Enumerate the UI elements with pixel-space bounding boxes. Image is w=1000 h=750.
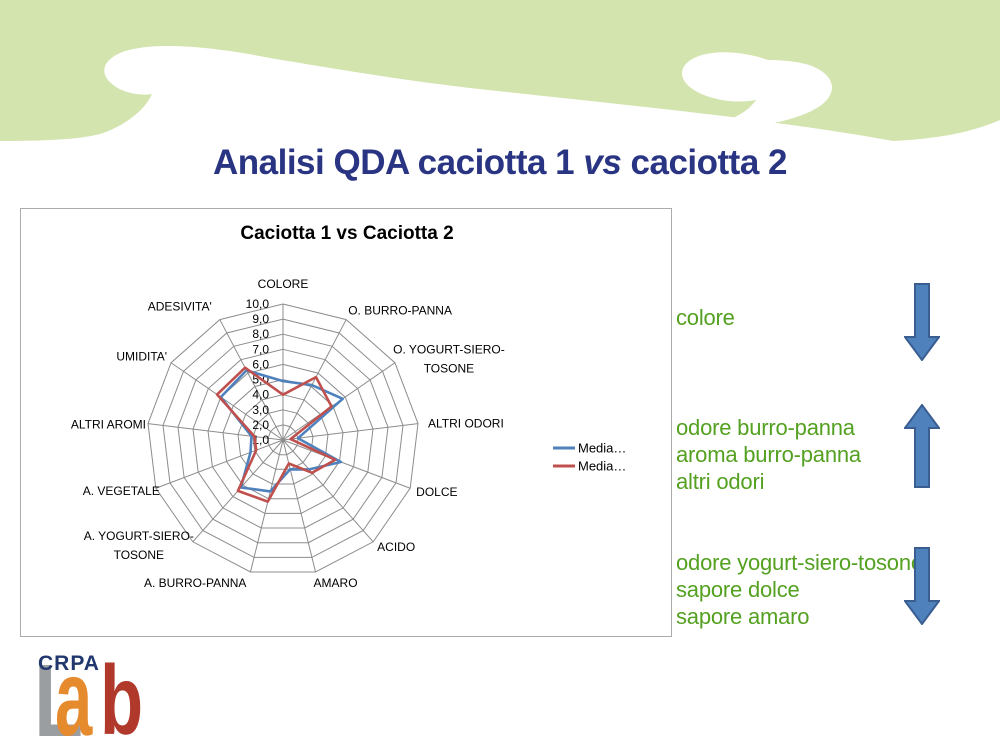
category-label: UMIDITA' [116,350,167,364]
wave-white-curl [682,52,832,128]
radar-chart: 10,09,08,07,06,05,04,03,02,01,0COLOREO. … [71,223,627,590]
radar-spoke [155,439,284,489]
annotation-line: odore burro-panna [676,415,855,440]
radar-grid-ring [147,303,419,573]
annotation-line: colore [676,305,735,330]
category-label: AMARO [314,576,358,590]
annotation-line: altri odori [676,469,765,494]
series-polygon-2 [215,366,337,503]
radar-spoke [282,319,347,441]
radar-spoke [282,439,374,543]
slide-title: Analisi QDA caciotta 1 vs caciotta 2 [0,143,1000,183]
logo-letter-l: L [34,643,84,750]
radial-tick-label: 9,0 [252,312,269,326]
annotation-line: sapore amaro [676,604,810,629]
category-label: TOSONE [114,548,164,562]
logo-letter-b: b [100,645,144,750]
radar-spoke [282,423,419,441]
arrow-up-icon [904,404,940,488]
category-label: A. YOGURT-SIERO- [84,529,194,543]
annotation-group-2: odore burro-panna aroma burro-panna altri … [676,414,861,495]
radial-tick-label: 3,0 [252,403,269,417]
arrow-down-icon [904,547,940,625]
radar-spoke [249,439,284,573]
arrow-down-icon [904,283,940,361]
radial-tick-label: 2,0 [252,418,269,432]
radar-grid-ring [177,333,389,544]
annotation-group-3: odore yogurt-siero-tosone sapore dolce sap… [676,549,923,630]
radar-chart-panel: 10,0 9,0 8,0 7,0 6,0 5,0 4,0 3,0 2,0 1,0 COLORE O. … [20,208,672,637]
slide-title-vs: vs [583,143,622,182]
category-label: ALTRI AROMI [71,418,146,432]
radial-tick-label: 10,0 [246,297,270,311]
arrow-shape [904,283,940,361]
category-label: TOSONE [424,362,474,376]
category-label: ACIDO [377,540,415,554]
radar-grid-ring [267,424,299,456]
legend-label-1: Media… [578,441,626,456]
category-label: A. BURRO-PANNA [144,576,246,590]
category-label: O. BURRO-PANNA [348,304,452,318]
category-label: COLORE [258,277,309,291]
crpa-lab-logo: L a b CRPA [33,644,173,750]
radar-grid-ring [162,318,404,558]
chart-title: Caciotta 1 vs Caciotta 2 [240,223,453,244]
slide-title-part3: caciotta 2 [621,143,788,182]
annotation-line: sapore dolce [676,577,800,602]
category-label: DOLCE [416,485,457,499]
logo-letter-a: a [55,637,93,750]
arrow-shape [904,404,940,488]
radar-spoke [282,439,317,573]
radar-grid-ring [207,363,359,514]
category-label: ALTRI ODORI [428,417,504,431]
radial-tick-label: 8,0 [252,327,269,341]
category-label: O. YOGURT-SIERO- [393,343,505,357]
annotation-line: odore yogurt-siero-tosone [676,550,923,575]
legend-label-2: Media… [578,459,626,474]
radar-grid-ring [192,348,374,529]
annotation-group-1: colore [676,304,735,331]
logo-text-crpa: CRPA [38,652,100,675]
category-label: ADESIVITA' [148,300,212,314]
slide-title-part1: Analisi QDA caciotta 1 [212,143,584,182]
radial-tick-label: 4,0 [252,388,269,402]
annotation-line: aroma burro-panna [676,442,861,467]
wave-green-shape [0,0,1000,141]
radial-tick-label: 6,0 [252,357,269,371]
radar-spoke [147,423,284,441]
radar-spoke [170,362,284,441]
category-label: A. VEGETALE [83,484,160,498]
radar-spoke [282,439,411,489]
arrow-shape [904,547,940,625]
radar-spoke [219,319,284,441]
radial-tick-label: 7,0 [252,342,269,356]
wave-decoration [0,0,1000,141]
